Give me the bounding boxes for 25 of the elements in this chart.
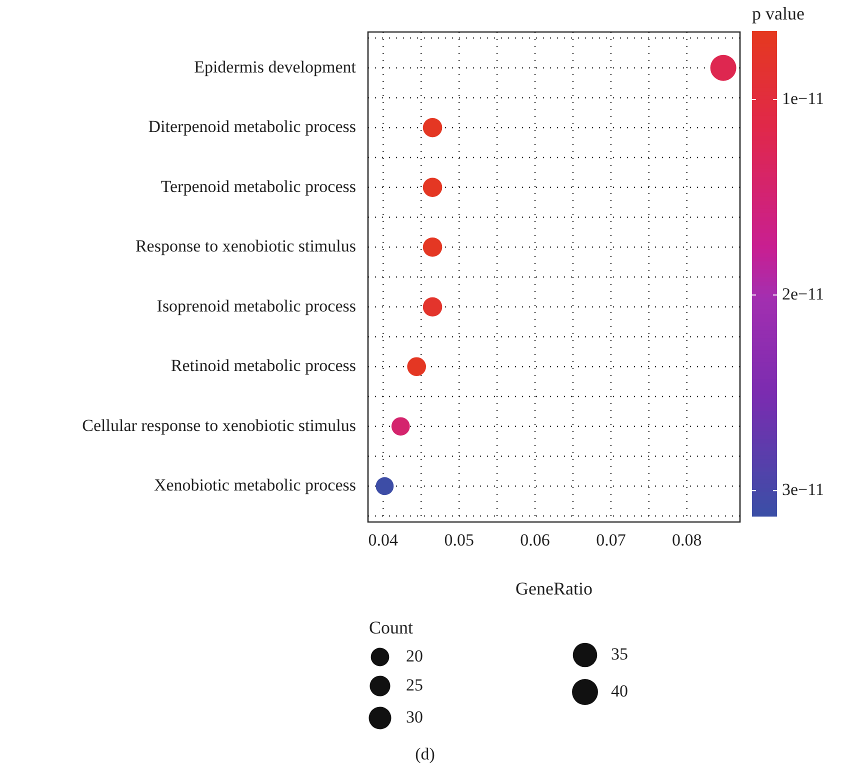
legend-label: 20 (406, 646, 423, 666)
y-tick-label: Xenobiotic metabolic process (154, 476, 356, 495)
text: (d) (415, 744, 435, 764)
x-tick-label: 0.06 (520, 530, 550, 550)
legend-label: 25 (406, 675, 423, 694)
x-tick-label: 0.05 (444, 530, 474, 550)
legend-title: Count (369, 618, 414, 638)
x-tick-label: 0.08 (672, 530, 702, 550)
color-bar-title: p value (752, 4, 804, 24)
legend-label: 35 (611, 644, 628, 664)
y-tick-label: Isoprenoid metabolic process (156, 296, 356, 316)
y-tick-label: Response to xenobiotic stimulus (135, 236, 356, 256)
color-bar-label: 2e−11 (782, 284, 824, 304)
legend-label: 40 (611, 681, 628, 700)
x-axis-title: GeneRatio (516, 578, 592, 599)
y-tick-label: Retinoid metabolic process (170, 356, 356, 376)
y-tick-label: Diterpenoid metabolic process (148, 117, 356, 136)
y-tick-label: Terpenoid metabolic process (160, 176, 356, 196)
x-tick-label: 0.04 (368, 530, 399, 550)
color-bar-label: 3e−11 (782, 480, 824, 500)
y-tick-label: Epidermis development (194, 57, 356, 76)
color-bar-label: 1e−11 (782, 88, 824, 108)
legend-label: 30 (406, 707, 423, 726)
y-tick-label: Cellular response to xenobiotic stimulus (82, 416, 356, 435)
x-tick-label: 0.07 (596, 530, 626, 550)
